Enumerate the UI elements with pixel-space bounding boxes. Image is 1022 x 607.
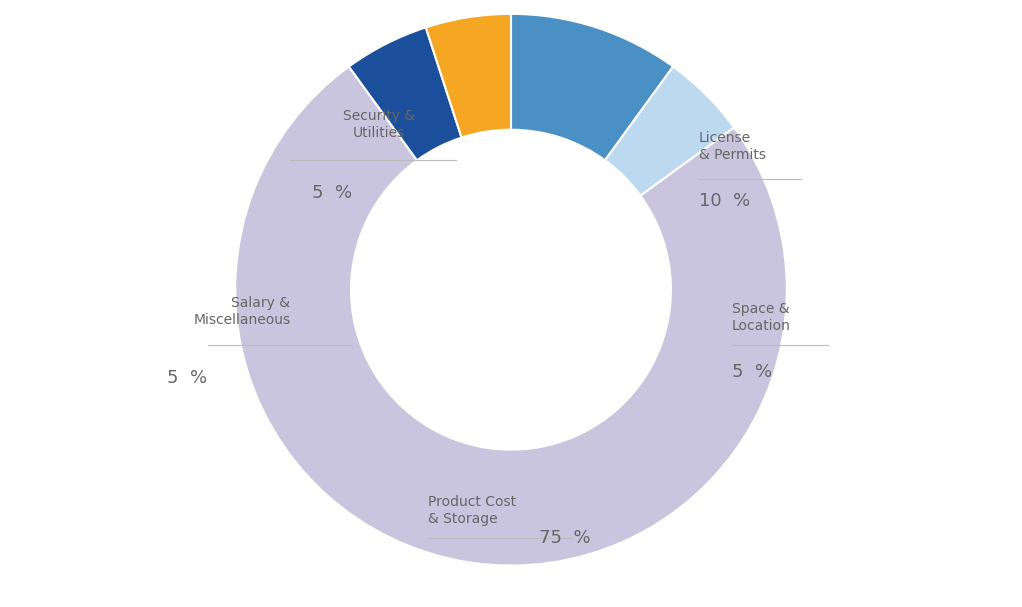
Text: Salary &
Miscellaneous: Salary & Miscellaneous (193, 296, 290, 327)
Text: 75  %: 75 % (539, 529, 591, 547)
Text: 5  %: 5 % (168, 369, 207, 387)
Wedge shape (605, 67, 734, 195)
Text: Product Cost
& Storage: Product Cost & Storage (428, 495, 516, 526)
Wedge shape (511, 14, 673, 160)
Wedge shape (235, 67, 787, 566)
Text: Space &
Location: Space & Location (732, 302, 791, 333)
Text: License
& Permits: License & Permits (699, 131, 765, 162)
Text: Security &
Utilities: Security & Utilities (342, 109, 415, 140)
Text: 5  %: 5 % (732, 364, 772, 381)
Text: 10  %: 10 % (699, 192, 750, 211)
Wedge shape (349, 27, 462, 160)
Text: 5  %: 5 % (312, 184, 352, 202)
Wedge shape (426, 14, 511, 138)
